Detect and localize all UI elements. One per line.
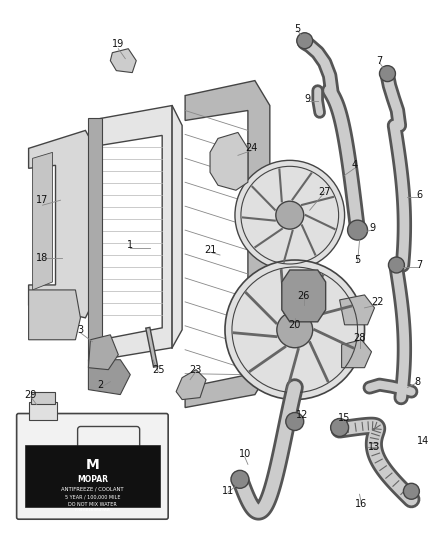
Text: 16: 16 <box>355 499 367 509</box>
Text: 9: 9 <box>369 223 375 233</box>
Text: 18: 18 <box>36 253 49 263</box>
Text: 25: 25 <box>152 365 164 375</box>
Text: 7: 7 <box>416 260 423 270</box>
Text: 9: 9 <box>305 93 311 103</box>
Circle shape <box>379 66 396 82</box>
Text: ANTIFREEZE / COOLANT: ANTIFREEZE / COOLANT <box>61 487 124 492</box>
Circle shape <box>286 413 304 431</box>
Text: P/N 68163849AA: P/N 68163849AA <box>75 508 110 512</box>
Text: 11: 11 <box>222 486 234 496</box>
Circle shape <box>403 483 419 499</box>
Text: 27: 27 <box>318 187 331 197</box>
Bar <box>25 446 160 507</box>
Text: 24: 24 <box>246 143 258 154</box>
Circle shape <box>235 160 345 270</box>
Circle shape <box>331 418 349 437</box>
FancyBboxPatch shape <box>17 414 168 519</box>
Polygon shape <box>339 295 374 325</box>
Bar <box>31 392 54 403</box>
Text: 1: 1 <box>127 240 133 250</box>
Text: 13: 13 <box>368 442 381 453</box>
Circle shape <box>225 260 364 400</box>
Polygon shape <box>28 131 95 318</box>
Text: 3: 3 <box>78 325 84 335</box>
Circle shape <box>348 220 367 240</box>
Text: 2: 2 <box>97 379 103 390</box>
Bar <box>28 401 57 419</box>
Circle shape <box>277 312 313 348</box>
Text: 22: 22 <box>371 297 384 307</box>
Text: 8: 8 <box>414 377 420 386</box>
Text: 6: 6 <box>416 190 422 200</box>
Text: 5 YEAR / 100,000 MILE: 5 YEAR / 100,000 MILE <box>65 495 120 500</box>
Text: 7: 7 <box>376 55 383 66</box>
Polygon shape <box>100 106 182 360</box>
Text: 23: 23 <box>189 365 201 375</box>
Text: 12: 12 <box>296 409 308 419</box>
Polygon shape <box>342 340 371 368</box>
Text: 14: 14 <box>417 437 430 447</box>
Text: DO NOT MIX WATER: DO NOT MIX WATER <box>68 502 117 507</box>
Polygon shape <box>282 270 326 322</box>
Polygon shape <box>176 370 206 400</box>
Text: 29: 29 <box>25 390 37 400</box>
Circle shape <box>231 470 249 488</box>
Text: 26: 26 <box>297 291 310 301</box>
Text: 5: 5 <box>295 24 301 34</box>
Text: 15: 15 <box>339 413 351 423</box>
Text: 19: 19 <box>112 39 124 49</box>
Text: 4: 4 <box>352 160 358 171</box>
Polygon shape <box>88 118 102 360</box>
Text: M: M <box>85 458 99 472</box>
Circle shape <box>276 201 304 229</box>
Text: 21: 21 <box>204 245 216 255</box>
Polygon shape <box>88 335 118 370</box>
Text: 10: 10 <box>239 449 251 459</box>
Text: 20: 20 <box>289 320 301 330</box>
Text: 28: 28 <box>353 333 366 343</box>
Polygon shape <box>110 49 136 72</box>
Polygon shape <box>28 290 81 340</box>
Circle shape <box>297 33 313 49</box>
Text: 17: 17 <box>36 195 49 205</box>
Text: 5: 5 <box>354 255 360 265</box>
Circle shape <box>389 257 404 273</box>
Polygon shape <box>32 152 53 290</box>
Polygon shape <box>210 132 248 190</box>
Text: MOPAR: MOPAR <box>77 475 108 484</box>
Polygon shape <box>185 80 270 408</box>
Polygon shape <box>88 360 130 394</box>
